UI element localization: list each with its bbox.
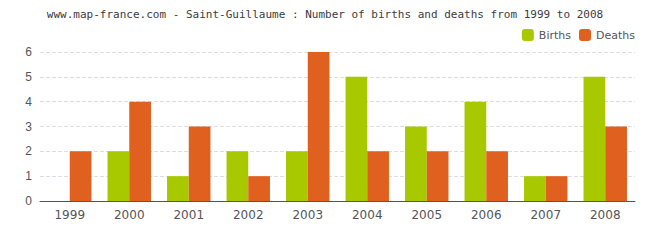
svg-text:2002: 2002 — [233, 208, 264, 222]
svg-text:www.map-france.com - Saint-Gui: www.map-france.com - Saint-Guillaume : N… — [47, 8, 603, 21]
svg-text:2008: 2008 — [590, 208, 621, 222]
svg-text:2006: 2006 — [471, 208, 502, 222]
svg-text:0: 0 — [25, 194, 32, 208]
svg-text:2007: 2007 — [530, 208, 561, 222]
svg-text:2001: 2001 — [173, 208, 204, 222]
svg-text:3: 3 — [25, 120, 32, 134]
svg-text:Births: Births — [539, 29, 571, 42]
svg-text:2000: 2000 — [114, 208, 145, 222]
svg-text:2005: 2005 — [411, 208, 442, 222]
svg-text:2004: 2004 — [352, 208, 383, 222]
svg-text:5: 5 — [25, 70, 32, 84]
svg-text:6: 6 — [25, 45, 32, 59]
svg-text:2: 2 — [25, 144, 32, 158]
svg-text:1: 1 — [25, 169, 32, 183]
svg-text:2003: 2003 — [292, 208, 323, 222]
svg-text:Deaths: Deaths — [596, 29, 635, 42]
svg-text:4: 4 — [25, 95, 32, 109]
svg-text:1999: 1999 — [54, 208, 85, 222]
